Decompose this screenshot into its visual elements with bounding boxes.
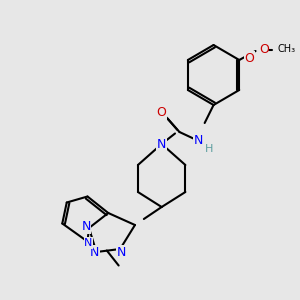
Text: N: N	[81, 220, 91, 233]
Text: H: H	[205, 143, 213, 154]
Text: CH₃: CH₃	[278, 44, 296, 55]
Text: O: O	[245, 52, 255, 65]
Text: N: N	[157, 137, 166, 151]
Text: O: O	[260, 43, 269, 56]
Text: N: N	[194, 134, 203, 148]
Text: N: N	[90, 245, 100, 259]
Text: N: N	[84, 238, 93, 248]
Text: N: N	[117, 246, 126, 259]
Text: O: O	[157, 106, 166, 119]
